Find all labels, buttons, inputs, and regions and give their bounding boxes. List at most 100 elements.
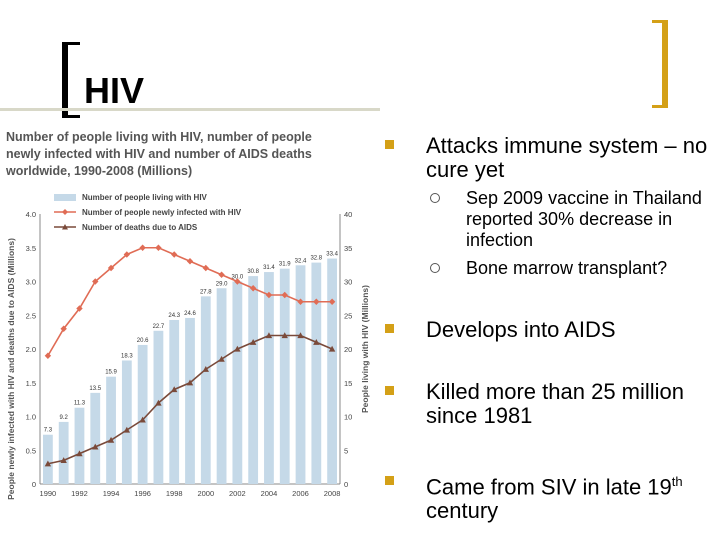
newly-infected-point (60, 325, 67, 332)
bar-people-living-with-hiv (216, 288, 227, 484)
hiv-chart: 0 0.5 1.0 1.5 2.0 2.5 3.0 3.5 4.0 0 5 10 15 20 25 30 35 4… (6, 193, 370, 500)
bar-value-label: 31.9 (279, 262, 291, 268)
legend-swatch-marker (62, 209, 68, 215)
newly-infected-point (107, 264, 115, 272)
chart-title-line: worldwide, 1990-2008 (Millions) (6, 164, 193, 178)
bar-value-label: 9.2 (60, 415, 69, 421)
bar-people-living-with-hiv (106, 376, 116, 484)
square-bullet-icon (385, 386, 394, 395)
x-tick-label: 2004 (261, 489, 278, 498)
newly-infected-point (44, 352, 52, 359)
bullet-text-end: century (426, 498, 499, 524)
newly-infected-point (281, 291, 288, 299)
y-tick-label-left: 2.0 (26, 345, 36, 354)
bar-value-label: 29.0 (216, 281, 228, 287)
bullet-superscript: th (671, 474, 683, 489)
bar-value-label: 30.8 (247, 269, 259, 275)
y-tick-label-right: 15 (344, 379, 352, 388)
x-tick-label: 2002 (229, 489, 246, 498)
bar-people-living-with-hiv (232, 281, 243, 484)
aids-deaths-point (218, 355, 225, 362)
x-tick-label: 2006 (292, 489, 309, 498)
y-tick-label-left: 1.5 (26, 379, 36, 388)
bar-value-label: 30.0 (232, 275, 244, 281)
bar-people-living-with-hiv (137, 344, 148, 484)
newly-infected-point (123, 251, 131, 258)
legend-label: Number of deaths due to AIDS (82, 223, 198, 232)
bar-value-label: 32.4 (295, 258, 307, 264)
newly-infected-point (218, 271, 225, 278)
aids-deaths-point (186, 379, 194, 386)
x-tick-label: 1998 (166, 489, 183, 498)
newly-infected-point (297, 298, 304, 305)
bar-people-living-with-hiv (169, 319, 180, 484)
bar-people-living-with-hiv (295, 265, 306, 484)
bar-value-label: 31.4 (263, 265, 275, 271)
bullet-text: Attacks immune system – no cure yet (426, 133, 708, 182)
y-tick-label-right: 30 (344, 278, 352, 287)
newly-infected-point (139, 244, 146, 251)
legend-swatch-marker (62, 224, 68, 230)
chart-panel: Number of people living with HIV, number… (0, 126, 378, 530)
title-underline (0, 108, 380, 111)
bar-value-label: 33.4 (326, 252, 338, 258)
y-tick-label-left: 2.5 (26, 311, 36, 320)
legend-label: Number of people living with HIV (82, 193, 208, 202)
bar-value-label: 24.6 (184, 311, 196, 317)
aids-deaths-point (297, 332, 304, 339)
title-bracket-right (652, 20, 668, 108)
bullet-text-main: Came from SIV in late 19 (426, 474, 672, 500)
y-tick-label-left: 4.0 (26, 210, 36, 219)
chart-title-line: Number of people living with HIV, number… (6, 130, 312, 144)
x-tick-label: 2000 (197, 489, 214, 498)
aids-deaths-point (171, 386, 178, 393)
bar-people-living-with-hiv (185, 317, 195, 484)
y-axis-label-right: People living with HIV (Millions) (360, 285, 370, 413)
aids-deaths-point (123, 426, 131, 433)
bar-people-living-with-hiv (327, 258, 337, 484)
newly-infected-point (92, 278, 99, 285)
subbullet-text: Sep 2009 vaccine in Thailand reported 30… (466, 188, 702, 250)
bar-value-label: 18.3 (121, 353, 133, 359)
x-tick-label: 1996 (134, 489, 151, 498)
slide-title: HIV (84, 70, 145, 111)
newly-infected-point (265, 291, 273, 299)
aids-deaths-point (76, 450, 83, 457)
aids-deaths-point (202, 366, 209, 372)
x-tick-label: 2008 (324, 489, 341, 498)
y-tick-label-left: 1.0 (26, 413, 36, 422)
newly-infected-point (171, 251, 178, 258)
y-axis-label-left: People newly infected with HIV and death… (6, 238, 16, 500)
bullet-text: Develops into AIDS (426, 317, 616, 342)
aids-deaths-point (107, 436, 115, 443)
bar-people-living-with-hiv (153, 330, 164, 484)
y-tick-label-right: 20 (344, 345, 352, 354)
y-tick-label-right: 35 (344, 244, 352, 253)
y-tick-label-right: 0 (344, 480, 348, 489)
y-tick-label-right: 40 (344, 210, 352, 219)
bar-value-label: 11.3 (74, 401, 86, 407)
aids-deaths-point (265, 332, 273, 339)
circle-bullet-icon (430, 263, 440, 273)
bar-value-label: 20.6 (137, 338, 149, 344)
aids-deaths-point (44, 460, 52, 467)
aids-deaths-point (281, 332, 288, 339)
aids-deaths-point (139, 416, 146, 423)
bar-people-living-with-hiv (74, 407, 85, 484)
newly-infected-point (202, 264, 209, 272)
bar-people-living-with-hiv (200, 296, 211, 484)
bar-value-label: 24.3 (168, 313, 180, 319)
bar-people-living-with-hiv (90, 392, 101, 484)
newly-infected-point (313, 298, 320, 305)
y-tick-label-right: 10 (344, 413, 352, 422)
bar-value-label: 13.5 (89, 386, 101, 392)
x-tick-label: 1994 (103, 489, 120, 498)
bar-value-label: 22.7 (153, 324, 165, 330)
bar-people-living-with-hiv (121, 360, 132, 484)
y-tick-label-left: 3.5 (26, 244, 36, 253)
bar-value-label: 15.9 (105, 370, 117, 376)
y-tick-label-left: 3.0 (26, 278, 36, 287)
bullet-text: Came from SIV in late 19th century (426, 470, 716, 523)
square-bullet-icon (385, 324, 394, 333)
subbullet-text: Bone marrow transplant? (466, 258, 668, 278)
